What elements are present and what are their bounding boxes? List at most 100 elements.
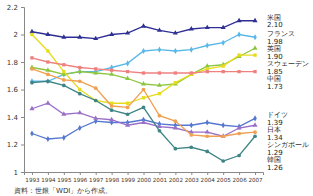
x-tick-label: 1995 <box>57 177 72 183</box>
x-tick-label: 2001 <box>153 177 168 183</box>
series <box>30 33 256 105</box>
series-marker <box>222 70 225 73</box>
series <box>30 31 257 84</box>
x-tick-mark <box>32 172 33 175</box>
series-marker <box>94 86 98 90</box>
series-line <box>32 69 255 136</box>
series-marker <box>126 106 130 110</box>
series-marker <box>30 78 34 84</box>
series-marker <box>237 154 241 158</box>
series-marker <box>62 63 65 66</box>
series-marker <box>94 99 97 102</box>
series-marker <box>221 159 225 163</box>
series-marker <box>78 88 81 91</box>
series-line <box>32 118 255 139</box>
x-tick-mark <box>159 172 160 175</box>
series <box>30 115 257 142</box>
data-label: 1.73 <box>267 83 283 91</box>
series-marker <box>125 122 130 126</box>
series-marker <box>221 25 226 29</box>
x-tick-mark <box>255 172 256 175</box>
series-marker <box>110 108 114 112</box>
series-marker <box>93 70 98 74</box>
series-marker <box>141 81 146 85</box>
series-marker <box>253 134 257 138</box>
series-marker <box>29 106 34 110</box>
x-tick: 1997 <box>89 172 104 183</box>
series-marker <box>174 71 177 74</box>
x-tick-label: 1994 <box>41 177 56 183</box>
end-labels: 米国2.10フランス1.98英国1.90スウェーデン1.85中国1.73ドイツ1… <box>267 14 309 172</box>
y-tick: 1.4 <box>7 114 24 122</box>
plot: 11.21.41.61.822.219931994199519961997199… <box>7 4 309 183</box>
series-marker <box>30 130 34 136</box>
y-axis: 11.21.41.61.822.2 <box>7 4 25 177</box>
series-marker <box>190 47 194 53</box>
series-marker <box>190 71 193 74</box>
series <box>30 67 257 138</box>
series-marker <box>174 81 177 84</box>
series-marker <box>237 125 242 129</box>
x-tick-mark <box>191 172 192 175</box>
series-marker <box>45 32 50 36</box>
series-marker <box>61 34 66 38</box>
series-marker <box>158 114 162 118</box>
series-marker <box>142 71 145 74</box>
series-marker <box>61 111 66 115</box>
series-marker <box>46 73 50 77</box>
series-marker <box>189 145 193 149</box>
series-group <box>29 18 257 163</box>
series-marker <box>126 60 130 66</box>
series-marker <box>253 115 257 121</box>
series-marker <box>205 119 209 125</box>
series-marker <box>109 32 114 36</box>
x-tick-mark <box>175 172 176 175</box>
series-marker <box>78 66 81 69</box>
series-marker <box>253 70 256 73</box>
x-tick-label: 2005 <box>217 177 232 183</box>
series-marker <box>158 47 162 53</box>
series-marker <box>78 92 82 96</box>
series-marker <box>109 117 114 121</box>
series-marker <box>253 122 258 126</box>
series-marker <box>221 40 225 46</box>
series-marker <box>205 134 209 138</box>
series-marker <box>158 92 161 95</box>
series-marker <box>205 129 210 133</box>
series-marker <box>206 70 209 73</box>
series-marker <box>78 125 82 131</box>
y-tick-label: 2 <box>14 31 18 39</box>
series-marker <box>142 96 145 99</box>
x-tick-mark <box>223 172 224 175</box>
x-tick-label: 2003 <box>185 177 200 183</box>
series-marker <box>126 112 130 116</box>
series-marker <box>205 42 209 48</box>
series-marker <box>78 69 82 75</box>
series-marker <box>237 31 241 37</box>
series <box>29 45 257 86</box>
x-tick-mark <box>207 172 208 175</box>
series-marker <box>62 135 66 141</box>
x-tick-label: 2006 <box>232 177 247 183</box>
series-marker <box>77 110 82 114</box>
x-tick-mark <box>239 172 240 175</box>
series-marker <box>46 60 49 63</box>
series-marker <box>126 70 129 73</box>
x-tick: 2007 <box>248 172 263 183</box>
y-tick-label: 1 <box>14 169 18 177</box>
x-tick-mark <box>48 172 49 175</box>
series-marker <box>141 23 146 27</box>
series-marker <box>173 147 177 151</box>
series-marker <box>46 49 49 52</box>
series-marker <box>189 26 194 30</box>
y-tick-label: 1.2 <box>7 141 18 149</box>
x-tick-label: 2004 <box>201 177 216 183</box>
series <box>29 100 257 137</box>
series-marker <box>253 18 258 22</box>
series-line <box>32 81 255 161</box>
y-tick-mark <box>21 90 24 91</box>
x-tick: 2003 <box>185 172 200 183</box>
series-marker <box>30 67 34 71</box>
series-marker <box>173 125 178 129</box>
x-tick-label: 1996 <box>73 177 88 183</box>
